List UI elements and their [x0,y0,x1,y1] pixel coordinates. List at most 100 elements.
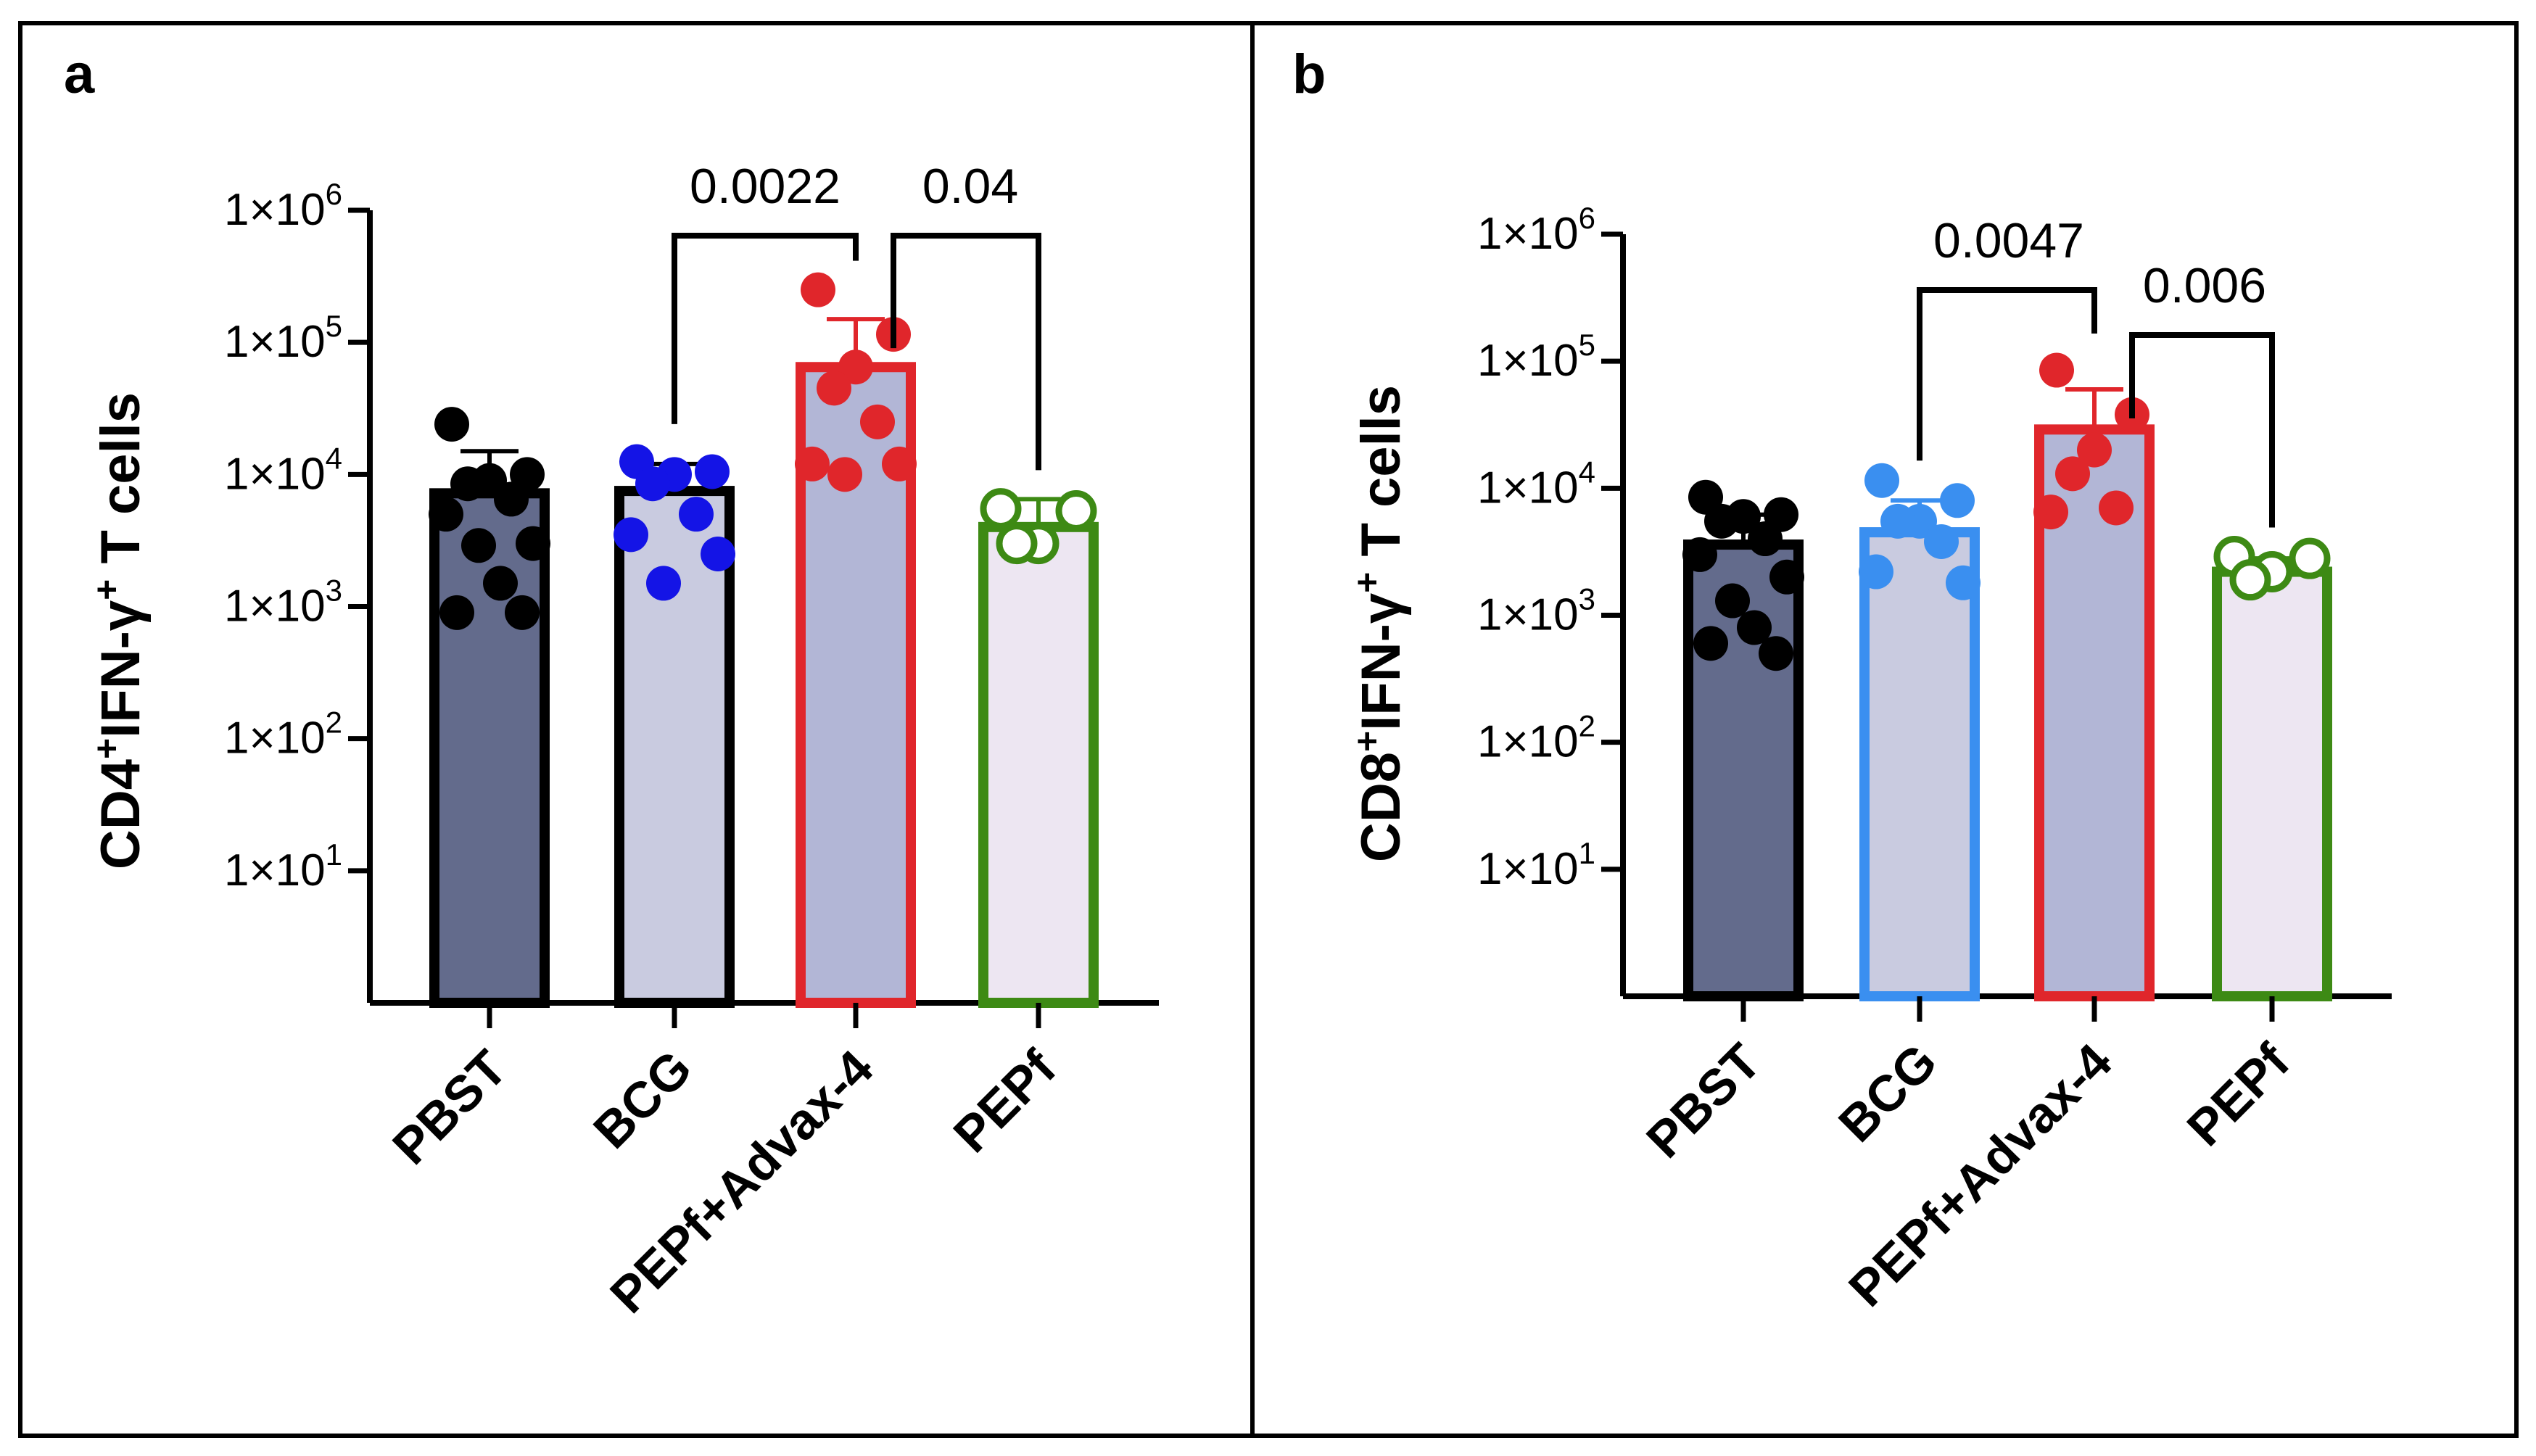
p1-data-point [2229,559,2271,601]
p1-y-tick-exp: 6 [1579,201,1595,235]
p0-category-label: BCG [582,1039,702,1159]
panel-a-letter: a [64,44,95,105]
panel-b-letter: b [1292,44,1326,105]
ylabel-b-sup2: + [1347,572,1387,593]
p0-y-tick-exp: 5 [326,309,342,343]
p0-data-point [450,466,485,502]
p0-y-tick-exp: 6 [326,177,342,211]
p0-category-label: PBST [381,1039,517,1175]
p0-data-point [882,446,917,481]
p0-significance-bracket [891,233,1041,471]
p1-category-label: PBST [1635,1033,1771,1168]
p1-y-tick-base: 1×10 [1477,209,1579,259]
ylabel-a-main: CD4 [90,759,152,869]
panel-b: b CD8+IFN-γ+ T cells 1×1011×1021×1031×10… [1292,44,2392,1318]
p0-data-point [679,497,714,532]
ylabel-a-mid: IFN-γ [90,600,152,738]
ylabel-a-sup1: + [86,738,127,759]
p0-data-point [701,537,735,572]
p0-y-tick-base: 1×10 [224,317,326,367]
panel-b-y-axis-label: CD8+IFN-γ+ T cells [1347,385,1412,862]
p0-data-point [494,481,529,517]
p0-bar-3 [978,521,1099,1008]
p1-data-point [2033,495,2068,530]
p0-data-point [817,371,851,406]
p0-data-point [860,404,895,439]
p0-data-point [635,466,670,502]
p0-y-tick-exp: 2 [326,706,342,740]
p0-data-point [1055,490,1097,532]
p1-category-label: BCG [1827,1033,1947,1152]
p0-data-point [695,454,730,489]
p1-bar-1 [1859,527,1980,1001]
p0-data-point [429,497,463,532]
p1-data-point [1748,521,1783,557]
ylabel-b-sup1: + [1347,731,1387,752]
p1-data-point [1946,565,1981,600]
ylabel-a-end: T cells [90,392,152,579]
p1-data-point [1715,583,1750,619]
p0-y-tick-base: 1×10 [224,185,326,235]
p1-y-tick-exp: 3 [1579,582,1595,616]
p0-data-point [980,488,1022,530]
p0-y-tick-exp: 4 [326,441,342,475]
p1-y-tick-exp: 4 [1579,455,1595,489]
p1-p-value-label: 0.0047 [1933,213,2084,268]
p1-y-tick-exp: 5 [1579,328,1595,362]
p1-data-point [2055,456,2090,492]
p0-data-point [434,407,469,442]
p1-y-tick-base: 1×10 [1477,590,1579,640]
p1-p-value-label: 0.006 [2143,258,2266,313]
p1-data-point [2289,537,2331,579]
p0-y-tick-label: 1×101 [224,837,342,895]
ylabel-b-mid: IFN-γ [1350,593,1412,731]
p0-y-tick-exp: 3 [326,574,342,608]
p1-y-tick-exp: 2 [1579,709,1595,743]
p1-data-point [2077,432,2112,468]
p0-data-point [483,566,518,601]
p0-y-tick-base: 1×10 [224,449,326,499]
ylabel-a-sup2: + [86,579,127,600]
p1-category-label: PEPf [2176,1033,2300,1157]
p0-data-point [461,528,496,563]
p1-data-point [1859,554,1893,590]
p0-data-point [646,566,681,601]
p1-data-point [1769,559,1804,595]
p0-y-tick-label: 1×102 [224,706,342,764]
p0-data-point [795,446,830,481]
p1-y-tick-label: 1×101 [1477,836,1595,894]
p1-y-tick-label: 1×102 [1477,709,1595,767]
p0-data-point [996,523,1038,565]
p1-significance-bracket [1917,287,2097,461]
p1-data-point [1924,524,1959,559]
p1-y-tick-label: 1×104 [1477,455,1595,513]
p1-y-tick-label: 1×105 [1477,328,1595,386]
p0-y-tick-base: 1×10 [224,582,326,632]
p0-category-label: PEPf [943,1039,1067,1163]
p0-data-point [801,272,835,307]
p1-data-point [1682,537,1717,572]
p0-data-point [439,595,474,630]
p1-data-point [1693,626,1728,661]
figure-border [18,21,2519,1438]
p0-data-point [827,457,862,492]
ylabel-b-main: CD8 [1350,752,1412,862]
p1-y-tick-exp: 1 [1579,836,1595,870]
p0-y-tick-label: 1×103 [224,574,342,632]
p0-y-tick-label: 1×105 [224,309,342,367]
p1-y-tick-label: 1×106 [1477,201,1595,259]
p0-y-tick-label: 1×104 [224,441,342,499]
p0-data-point [614,517,648,553]
p0-p-value-label: 0.0022 [690,159,840,214]
p1-data-point [1940,483,1975,518]
p0-data-point [838,349,873,385]
p1-significance-bracket [2129,332,2275,528]
p0-p-value-label: 0.04 [922,159,1018,214]
p1-y-tick-label: 1×103 [1477,582,1595,640]
p0-y-tick-label: 1×106 [224,177,342,235]
p1-y-tick-base: 1×10 [1477,844,1579,894]
p1-data-point [1880,503,1915,539]
p0-y-tick-base: 1×10 [224,845,326,895]
p1-y-tick-base: 1×10 [1477,717,1579,767]
